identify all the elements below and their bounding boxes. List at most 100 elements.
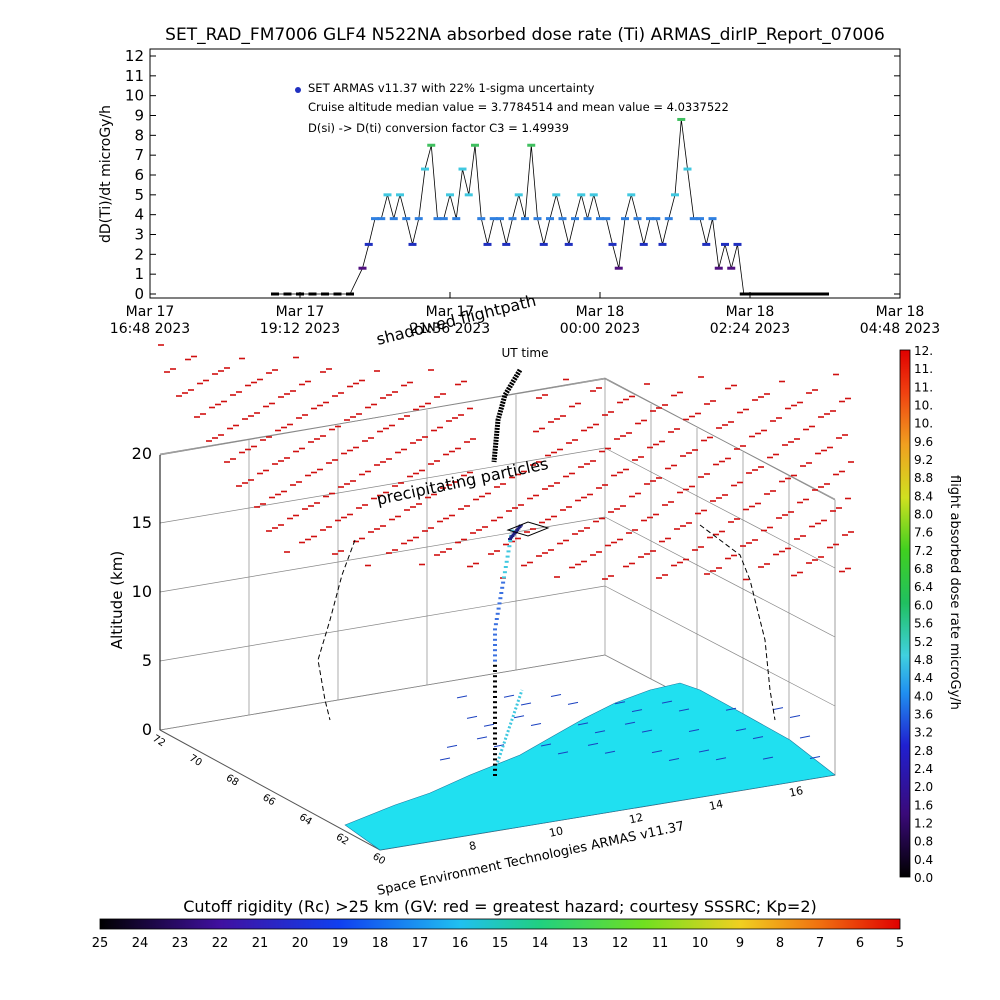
data-point [633,217,642,221]
data-point [321,292,329,296]
dose-colorbar-tick: 0.0 [914,871,933,885]
map-detail-mark [520,702,532,706]
longitude-tick-label: 12 [628,811,644,827]
x-tick-label-date: Mar 17 [276,304,325,320]
data-point [721,242,729,246]
map-detail-mark [456,695,468,699]
rigidity-bar-tick: 20 [292,936,309,951]
data-point [452,217,461,221]
map-detail-mark [503,694,515,698]
altitude-tick-label: 10 [132,582,152,601]
data-point [508,217,517,221]
altitude-axis-label: Altitude (km) [108,551,126,649]
y-tick-label: 1 [134,265,144,283]
data-point [652,217,661,221]
data-point [621,217,629,221]
x-tick-label-time: 19:12 2023 [260,321,340,337]
track-point [493,768,497,771]
data-point [577,193,586,197]
y-tick-label: 10 [125,87,144,105]
grid-line [159,585,606,662]
data-point [708,217,717,221]
grid-line [604,447,836,569]
data-point [746,292,754,296]
track-point [493,748,497,750]
dose-colorbar-tick: 10. [914,399,933,413]
rigidity-bar-tick: 21 [252,936,269,951]
track-point [493,706,497,709]
data-point [421,167,429,171]
dose-colorbar-tick: 9.6 [914,435,933,449]
data-point [571,217,579,221]
dose-colorbar-tick: 12. [914,344,933,358]
latitude-tick-label: 60 [370,851,387,867]
data-point [727,266,736,270]
longitude-tick-label: 10 [548,824,564,840]
data-point [771,292,779,296]
map-detail-mark [530,723,542,727]
track-point [493,732,497,735]
latitude-tick-label: 66 [260,792,277,808]
dose-colorbar-tick: 0.4 [914,853,933,867]
dose-colorbar-tick: 2.8 [914,744,933,758]
data-point [477,217,486,221]
data-point [639,242,648,246]
y-axis-label: dD(Ti)/dt microGy/h [98,105,114,243]
data-point [471,143,479,147]
data-point [433,217,442,221]
data-point [627,193,636,197]
data-point [677,117,686,121]
track-point [494,618,499,620]
track-point [493,727,497,730]
rigidity-bar-tick: 22 [212,936,229,951]
legend-line-3: D(si) -> D(ti) conversion factor C3 = 1.… [308,121,569,135]
data-point [389,217,398,221]
altitude-tick-labels: 0 5 10 15 20 [132,444,152,739]
data-point [739,292,748,296]
track-point [493,701,497,704]
data-point [546,217,554,221]
track-point [495,612,500,615]
map-detail-mark [604,750,616,754]
track-point [505,555,510,558]
data-point [696,217,704,221]
longitude-tick-label: 8 [468,839,478,853]
altitude-tick-label: 15 [132,513,152,532]
data-point [383,193,392,197]
map-detail-mark [614,701,626,705]
track-point [493,680,497,683]
track-point [499,592,504,594]
x-tick-label-date: Mar 18 [876,304,925,320]
data-point [483,242,492,246]
rigidity-bar-tick: 25 [92,936,109,951]
map-detail-mark [735,728,747,732]
map-detail-mark [641,729,653,733]
track-point [512,532,517,534]
data-point [683,167,692,171]
data-point [527,143,536,147]
data-point [602,217,611,221]
track-point [493,654,497,657]
rigidity-bar-tick: 11 [652,936,669,951]
dose-colorbar-tick: 6.4 [914,580,933,594]
data-point [564,242,573,246]
rigidity-bar-title: Cutoff rigidity (Rc) >25 km (GV: red = g… [183,897,817,916]
data-point [308,292,317,296]
track-point [493,628,497,631]
data-point [589,193,598,197]
rigidity-bar-tick: 24 [132,936,149,951]
y-tick-label: 9 [134,107,144,125]
dose-colorbar-tick: 7.6 [914,526,933,540]
track-point [510,535,515,537]
data-point [521,217,529,221]
rigidity-bar-tick: 13 [572,936,589,951]
grid-line [159,516,606,593]
plot-frame [149,48,901,299]
altitude-tick-label: 5 [142,651,152,670]
y-tick-label: 5 [134,186,144,204]
legend-marker [295,87,301,93]
data-point [658,242,667,246]
latitude-tick-label: 68 [224,773,241,789]
dose-colorbar-tick: 2.0 [914,780,933,794]
